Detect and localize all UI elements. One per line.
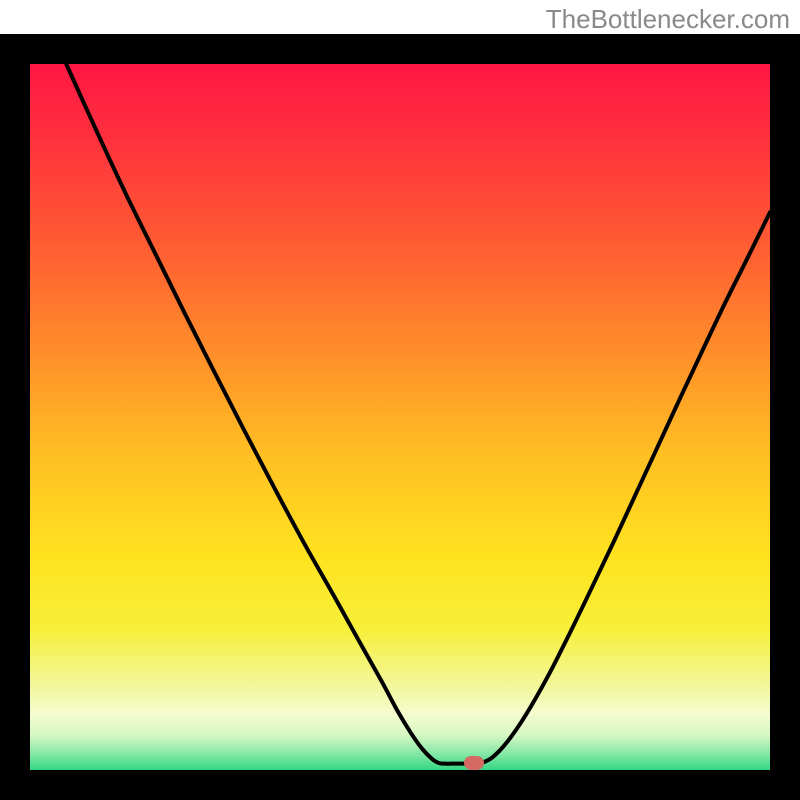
- watermark-text: TheBottlenecker.com: [546, 4, 790, 35]
- bottleneck-curve: [66, 64, 770, 764]
- plot-svg: [0, 0, 800, 800]
- bottleneck-marker: [464, 756, 484, 770]
